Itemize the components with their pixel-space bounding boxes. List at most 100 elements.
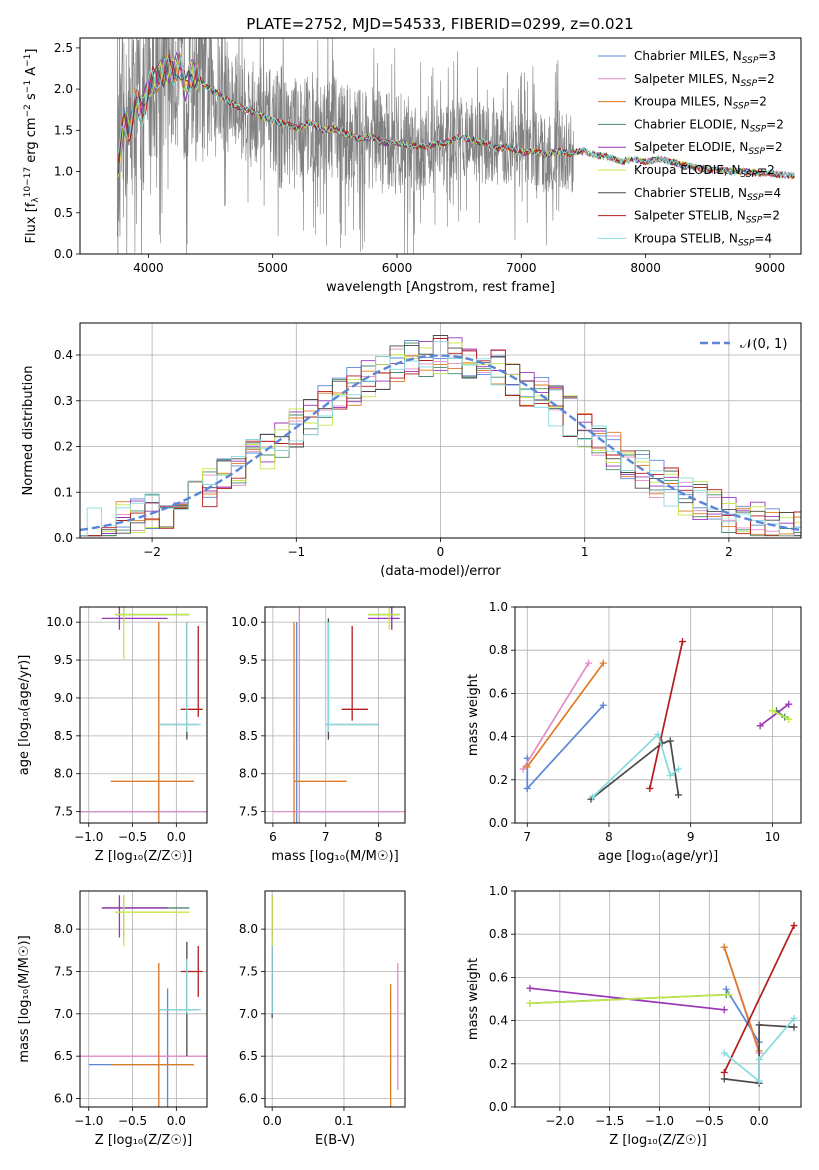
weight-line-salpeter-stelib — [648, 641, 684, 789]
y-tick-label: 8.5 — [239, 729, 258, 743]
y-label-part: −17 — [23, 167, 33, 186]
legend-sub: SSP — [748, 147, 765, 157]
legend-entry: Salpeter ELODIE, NSSP=2 — [634, 140, 783, 157]
weight-line-kroupa-elodie — [772, 709, 790, 721]
y-tick-label: 6.5 — [239, 1049, 258, 1063]
point-marker-kroupa-stelib — [755, 1077, 763, 1085]
y-label-part: λ — [31, 197, 41, 203]
weight-line-chabrier-stelib — [590, 739, 680, 800]
y-tick-label: 7.5 — [239, 805, 258, 819]
y-tick-label: 0.0 — [54, 531, 73, 545]
x-tick-label: 8 — [605, 830, 613, 844]
y-tick-label: 9.0 — [54, 691, 73, 705]
x-tick-label: −0.5 — [118, 830, 147, 844]
axes-frame — [79, 322, 802, 539]
point-marker-salpeter-miles — [519, 765, 527, 773]
x-tick-label: 6 — [269, 830, 277, 844]
x-tick-label: 2 — [725, 545, 733, 559]
x-tick-label: −1.0 — [74, 1114, 103, 1128]
x-tick-label: 10 — [765, 830, 780, 844]
legend-entry: Salpeter MILES, NSSP=2 — [634, 72, 775, 89]
y-tick-label: 7.0 — [54, 1007, 73, 1021]
axes-frame — [514, 606, 802, 824]
residuals-panel: −2 −1 0 1 2 0.0 0.1 0.2 0.3 0.4 (data-model)/error… — [21, 322, 802, 579]
y-tick-label: 6.5 — [54, 1049, 73, 1063]
point-marker-chabrier-stelib — [720, 1075, 728, 1083]
x-tick-label: 8 — [375, 830, 383, 844]
axes-frame — [264, 890, 406, 1108]
point-marker-kroupa-stelib — [674, 765, 682, 773]
weight-line-kroupa-miles — [723, 946, 760, 1052]
x-tick-label: 5000 — [257, 261, 288, 275]
normal-curve — [80, 354, 801, 532]
y-tick-label: 1.0 — [489, 600, 508, 614]
weight-line-kroupa-stelib — [592, 732, 679, 798]
y-tick-label: 9.5 — [239, 653, 258, 667]
legend-label: Kroupa STELIB, N — [634, 231, 738, 245]
y-label-part: −2 — [23, 104, 33, 117]
weight-line-chabrier-miles — [526, 704, 604, 791]
legend-sub: SSP — [742, 56, 759, 66]
legend-sub: SSP — [738, 238, 755, 248]
legend-label: Salpeter ELODIE, N — [634, 140, 748, 154]
legend-nssp: =2 — [762, 209, 780, 223]
legend-label: Chabrier MILES, N — [634, 49, 742, 63]
point-marker-chabrier-stelib — [674, 791, 682, 799]
point-marker-salpeter-stelib — [720, 1068, 728, 1076]
y-tick-label: 0.0 — [489, 816, 508, 830]
y-tick-label: 7.5 — [239, 964, 258, 978]
histogram-kroupa-stelib — [80, 340, 801, 537]
point-marker-kroupa-stelib — [666, 771, 674, 779]
y-tick-label: 9.5 — [54, 653, 73, 667]
legend-nssp: =2 — [766, 117, 784, 131]
legend-entry: Chabrier ELODIE, NSSP=2 — [634, 117, 784, 134]
y-tick-label: 8.0 — [54, 922, 73, 936]
y-tick-label: 0.8 — [489, 927, 508, 941]
point-marker-salpeter-stelib — [679, 638, 687, 646]
legend-nssp: =2 — [757, 163, 775, 177]
point-marker-kroupa-stelib — [654, 730, 662, 738]
y-label-part: s — [24, 93, 39, 104]
x-tick-label: −0.5 — [118, 1114, 147, 1128]
legend-label: Chabrier STELIB, N — [634, 186, 747, 200]
legend-sub: SSP — [741, 79, 758, 89]
point-marker-kroupa-elodie — [526, 999, 534, 1007]
point-marker-salpeter-elodie — [720, 1006, 728, 1014]
point-marker-salpeter-elodie — [785, 700, 793, 708]
axes-frame — [79, 606, 208, 824]
x-tick-label: −1 — [287, 545, 305, 559]
legend-entry: Kroupa MILES, NSSP=2 — [634, 95, 767, 112]
y-tick-label: 0.0 — [489, 1100, 508, 1114]
x-axis-label: wavelength [Angstrom, rest frame] — [326, 280, 555, 295]
y-tick-label: 2.5 — [54, 41, 73, 55]
point-marker-chabrier-stelib — [790, 1023, 798, 1031]
y-tick-label: 9.0 — [239, 691, 258, 705]
legend-entry: Kroupa ELODIE, NSSP=2 — [634, 163, 775, 180]
point-marker-kroupa-elodie — [725, 991, 733, 999]
y-axis-label: mass weight — [466, 958, 481, 1040]
legend-sub: SSP — [750, 124, 767, 134]
point-marker-chabrier-miles — [523, 784, 531, 792]
x-tick-label: 0.0 — [263, 1114, 282, 1128]
x-tick-label: 7 — [523, 830, 531, 844]
x-tick-label: 4000 — [133, 261, 164, 275]
y-label-part: erg cm — [24, 117, 39, 166]
y-tick-label: 2.0 — [54, 82, 73, 96]
model-line-kroupa-stelib — [118, 55, 795, 179]
point-marker-salpeter-elodie — [526, 984, 534, 992]
x-tick-label: 1 — [581, 545, 589, 559]
x-tick-label: 0.0 — [167, 1114, 186, 1128]
weight-line-kroupa-stelib — [723, 1017, 795, 1083]
legend-nssp: =3 — [758, 49, 776, 63]
weight-line-salpeter-elodie — [759, 703, 790, 727]
x-axis-label: Z [log₁₀(Z/Z☉)] — [609, 1133, 706, 1148]
y-tick-label: 8.5 — [54, 729, 73, 743]
legend-nssp: =2 — [749, 95, 767, 109]
x-tick-label: 0.1 — [334, 1114, 353, 1128]
x-tick-label: −2 — [143, 545, 161, 559]
y-axis-label: mass weight — [466, 674, 481, 756]
age-vs-mass-panel: 6 7 8 7.5 8.0 8.5 9.0 9.5 10.0 mass [log₁₀(M/M☉)] — [231, 606, 406, 864]
legend-nssp: =2 — [765, 140, 783, 154]
